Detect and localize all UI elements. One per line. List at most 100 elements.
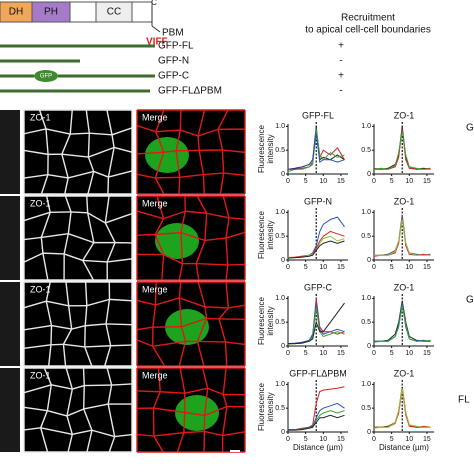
cell-junction [225,341,246,346]
cell-junction [184,411,205,417]
y-tick-label: 0.5 [275,233,285,240]
cell-junction [47,409,68,417]
cell-junction [86,195,89,213]
y-tick-label: 1.0 [361,295,371,302]
cell-junction [83,385,85,409]
cell-junction [51,384,73,390]
cell-junction [222,406,228,436]
cell-junction [83,408,93,431]
cell-junction [114,433,133,438]
cell-junction [154,151,165,179]
gfp-cell [145,137,189,173]
image-label: ZO-1 [30,112,51,122]
cell-junction [228,304,246,309]
cell-junction [62,328,73,345]
cell-junction [23,300,47,309]
cell-junction [46,384,52,411]
cell-junction [40,427,49,453]
cut-label: G [466,123,474,134]
cell-junction [155,176,180,179]
cell-junction [107,384,113,405]
profile-line [287,303,345,345]
cell-junction [155,131,165,153]
cell-junction [207,387,224,396]
cell-junction [67,434,73,453]
gfp-tag [34,70,58,82]
plot-title: GFP-FLΔPBM [289,368,347,378]
cell-junction [180,211,186,233]
x-tick-label: 5 [304,350,308,357]
cell-junction [160,391,185,394]
cell-junction [225,264,229,281]
cell-junction [85,323,107,327]
cell-junction [136,210,164,220]
x-axis-label: Distance (µm) [379,443,429,452]
cell-junction [225,231,246,239]
cell-junction [153,435,164,453]
cell-junction [105,212,133,224]
cell-junction [107,403,116,437]
scale-bar [230,450,240,452]
y-tick-label: 1.0 [275,381,285,388]
cell-junction [111,134,115,148]
x-tick-label: 15 [423,178,431,185]
cell-junction [23,406,48,412]
cell-junction [23,252,44,263]
cell-junction [136,151,164,155]
cell-junction [221,149,225,174]
x-tick-label: 0 [286,436,290,443]
cell-junction [84,346,93,367]
y-tick-label: 0.5 [361,233,371,240]
cell-junction [62,344,67,367]
cell-junction [65,281,70,306]
cell-junction [154,281,157,305]
cell-junction [23,128,47,135]
cell-junction [136,390,161,393]
cell-junction [195,263,200,281]
cell-junction [88,146,115,158]
cell-junction [68,232,95,244]
cell-junction [87,156,95,172]
cell-junction [86,298,110,307]
x-tick-label: 15 [423,350,431,357]
y-axis-label: Fluorescence [257,124,266,173]
y-tick-label: 0 [281,429,285,436]
cell-junction [107,258,133,263]
cell-junction [218,318,227,343]
cell-junction [225,217,230,239]
cell-junction [40,410,49,429]
linker [69,1,97,23]
cell-junction [178,297,183,327]
cell-junction [93,170,109,178]
cell-junction [89,132,113,136]
y-tick-label: 0 [281,171,285,178]
profile-line [287,240,345,259]
cell-junction [154,177,165,195]
cell-junction [222,431,246,437]
recruitment-header: Recruitment [341,13,395,24]
cell-junction [91,429,115,438]
cell-junction [72,429,93,436]
x-tick-label: 10 [319,350,327,357]
cell-junction [205,306,229,309]
gfp-cell [155,223,199,259]
cell-junction [47,174,69,179]
cell-junction [136,326,154,331]
cell-junction [155,129,181,133]
plot-title: GFP-FL [302,110,334,120]
plot-title: GFP-C [304,282,332,292]
gfp-image [0,282,20,366]
cell-junction [70,132,90,135]
cell-junction [40,237,44,254]
cell-junction [41,232,69,239]
cell-junction [206,212,230,219]
cell-junction [106,367,113,386]
cell-junction [180,232,184,264]
cell-junction [204,405,228,417]
plot-title: ZO-1 [394,196,415,206]
image-label: Merge [142,370,168,380]
cell-junction [106,323,133,326]
cell-junction [196,195,208,214]
cell-junction [104,345,112,367]
cell-junction [61,154,69,179]
